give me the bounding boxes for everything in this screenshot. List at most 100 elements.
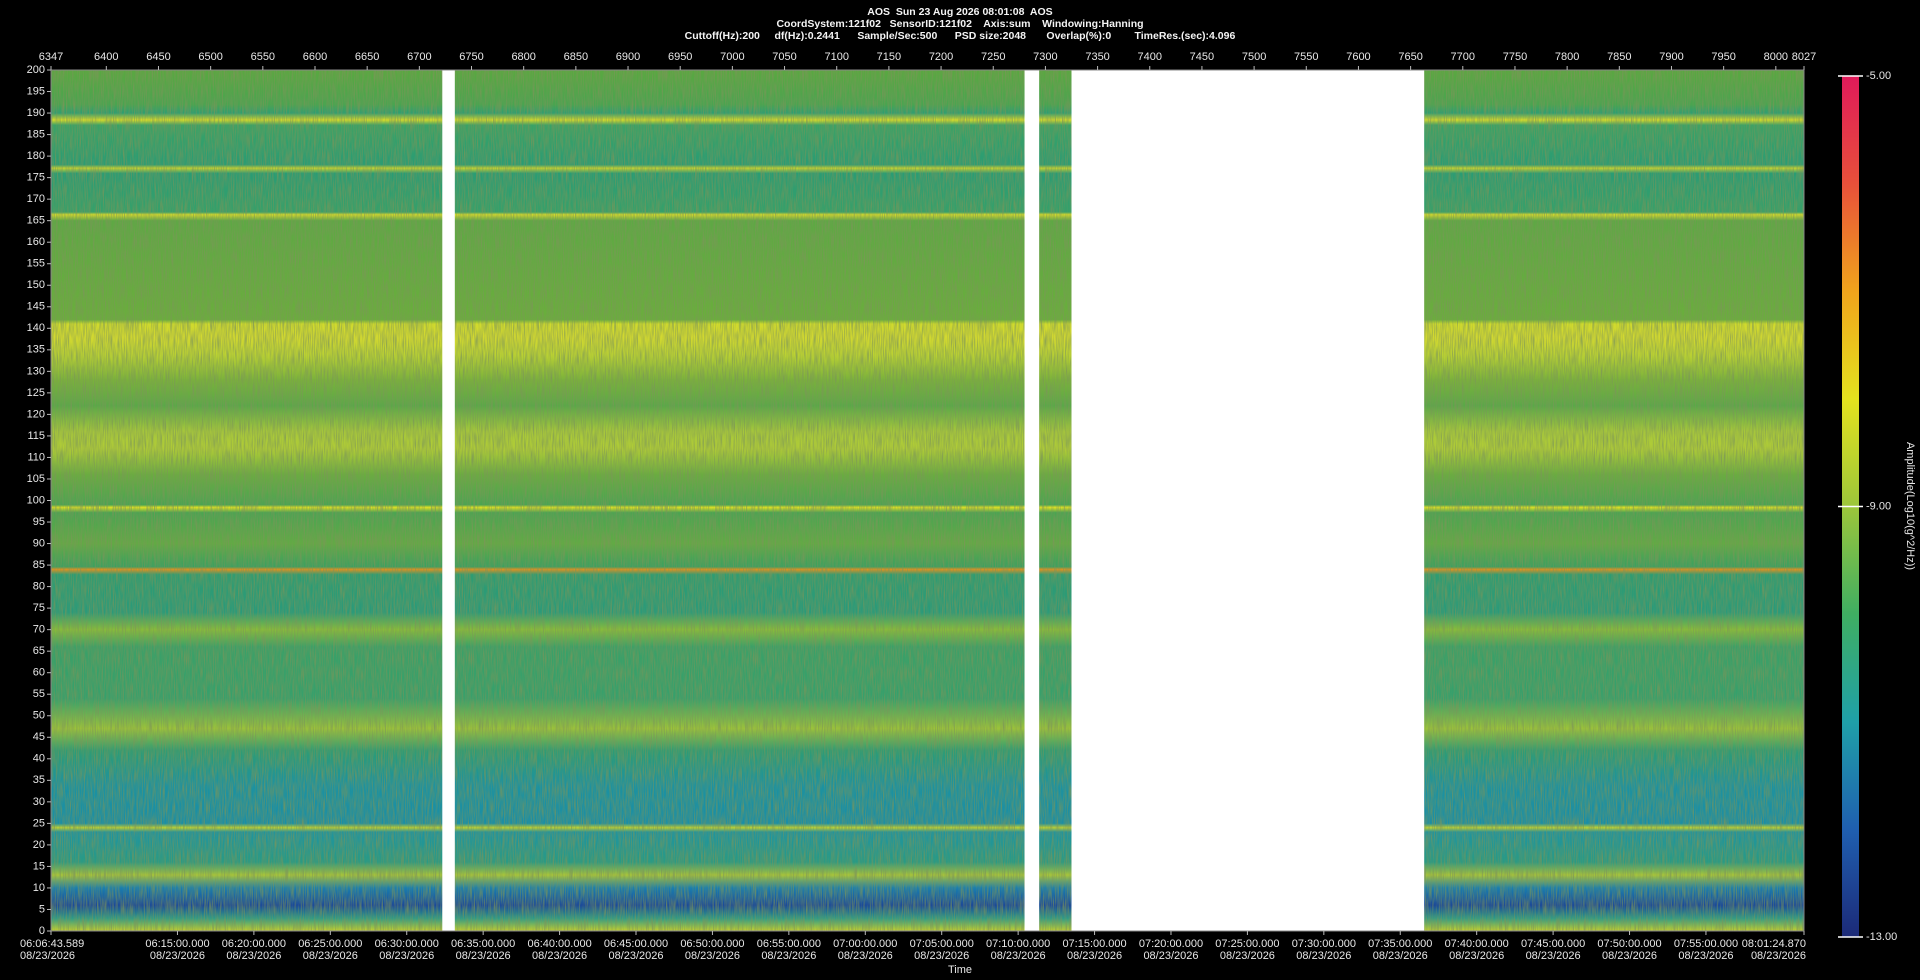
y-tick-label: 160: [27, 236, 45, 248]
data-gap: [1024, 70, 1040, 931]
settings-line: Cuttoff(Hz):200 df(Hz):0.2441 Sample/Sec…: [685, 30, 1236, 42]
colorbar-tick-label: -9.00: [1866, 500, 1891, 512]
x2-tick-time: 07:35:00.000: [1368, 938, 1432, 950]
spectrogram-texture: [51, 70, 1804, 931]
y-tick-label: 170: [27, 193, 45, 205]
x-tick-label: 6700: [407, 51, 431, 63]
x2-tick-date: 08/23/2026: [914, 950, 969, 962]
x-tick-label: 6450: [146, 51, 170, 63]
x-tick-label: 7700: [1451, 51, 1475, 63]
x2-tick-date: 08/23/2026: [379, 950, 434, 962]
chart-title: AOS Sun 23 Aug 2026 08:01:08 AOS: [867, 6, 1052, 18]
x-tick-label: 7750: [1503, 51, 1527, 63]
x-tick-label: 7550: [1294, 51, 1318, 63]
x-tick-label: 6900: [616, 51, 640, 63]
x-tick-label: 6600: [303, 51, 327, 63]
x2-tick-time: 06:40:00.000: [527, 938, 591, 950]
y-tick-label: 135: [27, 344, 45, 356]
y-tick-label: 65: [33, 645, 45, 657]
x2-tick-date: 08/23/2026: [1220, 950, 1275, 962]
y-tick-label: 150: [27, 279, 45, 291]
x-tick-label: 7650: [1398, 51, 1422, 63]
x-tick-label: 8000: [1764, 51, 1788, 63]
y-tick-label: 200: [27, 64, 45, 76]
x2-tick-time: 07:55:00.000: [1674, 938, 1738, 950]
data-gap: [442, 70, 455, 931]
x-tick-label: 6347: [39, 51, 63, 63]
y-tick-label: 25: [33, 817, 45, 829]
x-tick-label: 8027: [1792, 51, 1816, 63]
y-tick-label: 55: [33, 688, 45, 700]
x-tick-label: 6750: [459, 51, 483, 63]
x2-tick-date: 08/23/2026: [1143, 950, 1198, 962]
colorbar-title: Amplitude(Log10(g^2/Hz)): [1904, 442, 1916, 570]
x2-tick-time: 06:50:00.000: [680, 938, 744, 950]
x-tick-label: 7200: [929, 51, 953, 63]
x-tick-label: 7050: [772, 51, 796, 63]
y-tick-label: 110: [27, 451, 45, 463]
x2-tick-date: 08/23/2026: [608, 950, 663, 962]
x2-tick-time: 07:20:00.000: [1139, 938, 1203, 950]
y-tick-label: 180: [27, 150, 45, 162]
chart-subtitle: CoordSystem:121f02 SensorID:121f02 Axis:…: [776, 18, 1143, 30]
x2-tick-date: 08/23/2026: [1602, 950, 1657, 962]
x2-tick-date: 08/23/2026: [761, 950, 816, 962]
plot-area: [51, 70, 1804, 931]
y-tick-label: 95: [33, 516, 45, 528]
x-tick-label: 7900: [1659, 51, 1683, 63]
x2-tick-date: 08/23/2026: [226, 950, 281, 962]
x-tick-label: 7600: [1346, 51, 1370, 63]
y-tick-label: 50: [33, 710, 45, 722]
x2-tick-date: 08/23/2026: [20, 950, 75, 962]
y-tick-label: 35: [33, 774, 45, 786]
y-tick-label: 195: [27, 85, 45, 97]
y-tick-label: 175: [27, 172, 45, 184]
x2-tick-time: 06:55:00.000: [757, 938, 821, 950]
x2-tick-time: 07:15:00.000: [1062, 938, 1126, 950]
x-tick-label: 6400: [94, 51, 118, 63]
y-tick-label: 165: [27, 215, 45, 227]
y-tick-label: 105: [27, 473, 45, 485]
x2-tick-date: 08/23/2026: [1067, 950, 1122, 962]
x2-tick-time: 06:25:00.000: [298, 938, 362, 950]
y-tick-label: 185: [27, 128, 45, 140]
y-tick-label: 5: [39, 903, 45, 915]
x2-tick-time: 06:45:00.000: [604, 938, 668, 950]
x-tick-label: 7500: [1242, 51, 1266, 63]
y-tick-label: 140: [27, 322, 45, 334]
x2-tick-date: 08/23/2026: [150, 950, 205, 962]
y-tick-label: 60: [33, 667, 45, 679]
x2-tick-time: 07:45:00.000: [1521, 938, 1585, 950]
x-tick-label: 7250: [981, 51, 1005, 63]
y-tick-label: 15: [33, 860, 45, 872]
x2-tick-date: 08/23/2026: [532, 950, 587, 962]
y-tick-label: 45: [33, 731, 45, 743]
y-tick-label: 100: [27, 494, 45, 506]
x-tick-label: 6800: [511, 51, 535, 63]
x-tick-label: 7300: [1033, 51, 1057, 63]
y-tick-label: 75: [33, 602, 45, 614]
x2-tick-time: 07:50:00.000: [1597, 938, 1661, 950]
y-tick-label: 10: [33, 882, 45, 894]
x2-tick-time: 07:40:00.000: [1445, 938, 1509, 950]
x2-tick-time: 06:06:43.589: [20, 938, 84, 950]
x2-tick-time: 06:15:00.000: [145, 938, 209, 950]
x-tick-label: 7850: [1607, 51, 1631, 63]
y-tick-label: 130: [27, 365, 45, 377]
y-tick-label: 0: [39, 925, 45, 937]
x-tick-label: 7950: [1711, 51, 1735, 63]
x2-tick-date: 08/23/2026: [1373, 950, 1428, 962]
x2-tick-date: 08/23/2026: [838, 950, 893, 962]
y-tick-label: 85: [33, 559, 45, 571]
y-tick-label: 70: [33, 624, 45, 636]
x2-tick-time: 06:20:00.000: [222, 938, 286, 950]
data-gap: [1071, 70, 1425, 931]
x2-tick-time: 07:30:00.000: [1292, 938, 1356, 950]
x-tick-label: 6500: [198, 51, 222, 63]
x2-tick-date: 08/23/2026: [1526, 950, 1581, 962]
x-tick-label: 7000: [720, 51, 744, 63]
x-tick-label: 7800: [1555, 51, 1579, 63]
x2-tick-time: 07:10:00.000: [986, 938, 1050, 950]
x-tick-label: 7350: [1085, 51, 1109, 63]
